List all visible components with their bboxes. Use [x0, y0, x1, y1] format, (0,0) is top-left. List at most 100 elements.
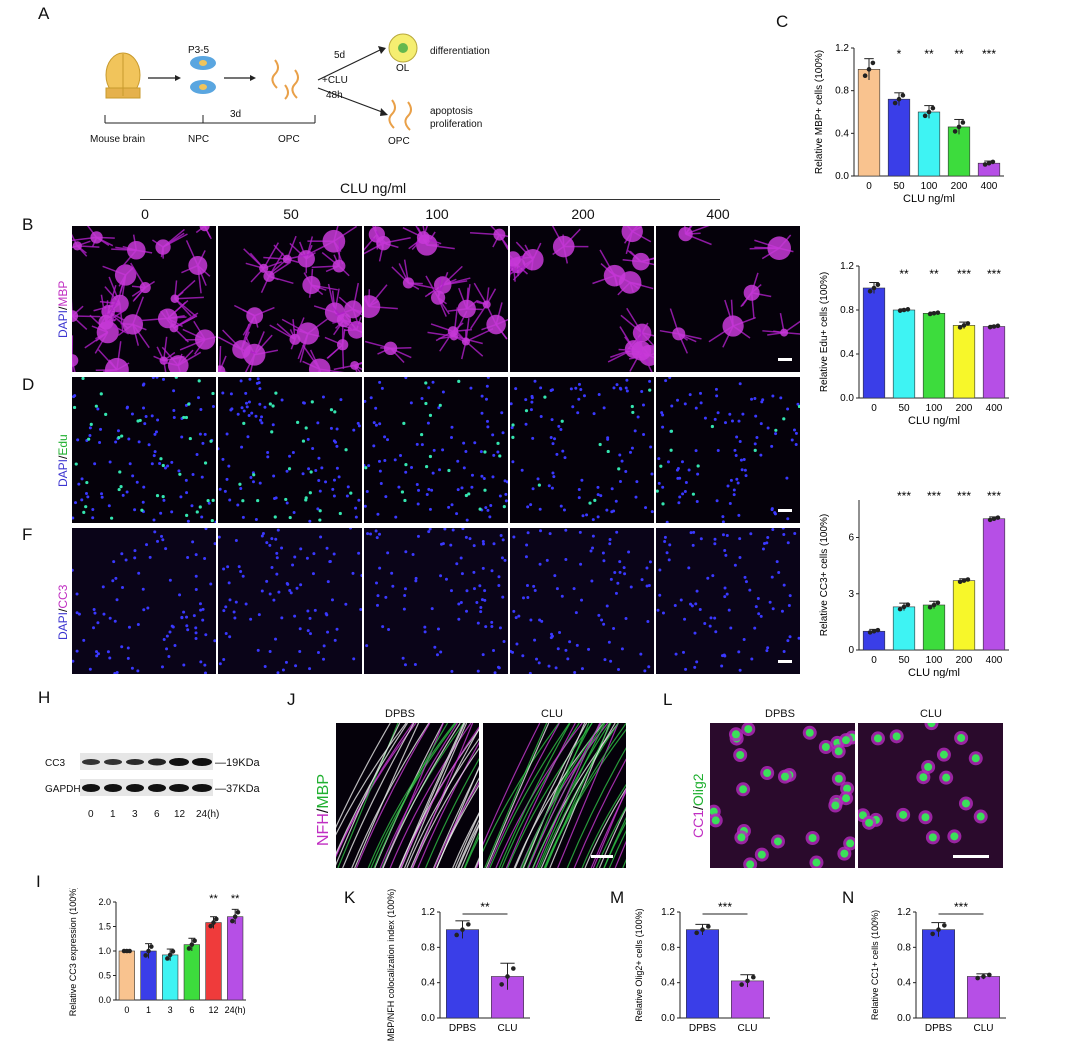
- K-sig-bracket: **: [480, 900, 490, 914]
- G-point-0-1: [871, 628, 877, 634]
- E-ytick-0: 0.0: [840, 393, 854, 404]
- panel-label-k: K: [344, 888, 356, 907]
- C-point-4-1: [986, 160, 992, 166]
- wb-row-gapdh: GAPDH: [45, 784, 81, 795]
- E-sig-1: **: [899, 267, 909, 281]
- wb-lane-3: 3: [132, 809, 138, 820]
- I-point-4-0: [208, 923, 213, 929]
- l-row-label: CC1/Olig2: [690, 773, 706, 838]
- I-ytick-4: 2.0: [98, 897, 111, 907]
- E-bar-3: [952, 325, 976, 399]
- K-xtick-1: CLU: [497, 1023, 517, 1034]
- C-xtick-4: 400: [981, 181, 998, 192]
- panel-label-j: J: [287, 690, 296, 709]
- C-point-0-1: [866, 67, 872, 72]
- E-point-4-1: [991, 324, 997, 329]
- M-point-0-1: [700, 927, 705, 932]
- E-ytick-2: 0.8: [840, 305, 854, 316]
- M-point-0-0: [694, 930, 699, 936]
- K-ylabel: MBP/NFH colocalization index (100%): [386, 889, 396, 1042]
- N-ytick-0: 0.0: [897, 1013, 911, 1024]
- K-xtick-0: DPBS: [449, 1023, 477, 1034]
- condition-400: 400: [706, 206, 730, 222]
- M-point-1-1: [745, 978, 750, 984]
- mbp-micrograph-0: [72, 226, 216, 372]
- I-point-1-2: [149, 944, 154, 949]
- panel-label-a: A: [38, 4, 50, 23]
- E-xtick-0: 0: [871, 403, 877, 414]
- chart-c: 0.0 0.4 0.8 1.2 0 50 * 100 ** 200 ** 400 *** CLU ng/m…: [814, 43, 1004, 205]
- K-point-0-0: [454, 932, 459, 938]
- l-col-dpbs: DPBS: [765, 708, 795, 720]
- G-point-0-0: [867, 630, 873, 635]
- E-point-1-1: [901, 307, 907, 313]
- C-bar-1: [887, 98, 911, 177]
- I-ytick-2: 1.0: [98, 946, 111, 956]
- M-ylabel: Relative Olig2+ cells (100%): [634, 908, 644, 1021]
- chart-k: 0.0 0.4 0.8 1.2 DPBS CLU ** MBP/NFH colocalizat…: [386, 889, 530, 1042]
- E-bar-4: [982, 326, 1006, 399]
- wb-lane-12: 12: [174, 809, 186, 820]
- I-xtick-3: 6: [189, 1005, 194, 1015]
- C-point-4-2: [990, 159, 996, 165]
- C-xtick-3: 200: [951, 181, 968, 192]
- panel-label-c: C: [776, 12, 789, 31]
- E-xtick-1: 50: [898, 403, 910, 414]
- G-sig-3: ***: [957, 489, 971, 503]
- npc-cells-icon: [190, 56, 216, 94]
- C-point-3-1: [956, 124, 962, 130]
- wb-size-19: —19KDa: [215, 757, 260, 769]
- apoptosis-label: apoptosis: [430, 106, 473, 117]
- C-point-1-2: [900, 93, 906, 98]
- panel-label-d: D: [22, 375, 35, 394]
- I-point-3-1: [189, 942, 195, 947]
- condition-50: 50: [283, 206, 299, 222]
- p35-label: P3-5: [188, 45, 210, 56]
- three-day-label: 3d: [230, 109, 242, 120]
- G-bar-1: [892, 606, 916, 651]
- C-point-3-0: [952, 129, 958, 134]
- C-ylabel: Relative MBP+ cells (100%): [814, 50, 825, 174]
- G-xtick-1: 50: [898, 655, 910, 666]
- C-xtick-2: 100: [921, 181, 938, 192]
- I-ytick-1: 0.5: [98, 971, 111, 981]
- I-xtick-5: 24(h): [225, 1005, 246, 1015]
- cc3-micrograph-4: [656, 528, 800, 674]
- edu-micrograph-4: [656, 377, 800, 523]
- K-ytick-3: 1.2: [421, 907, 435, 918]
- proliferation-label: proliferation: [430, 119, 483, 130]
- N-point-0-1: [936, 927, 941, 932]
- mbp-micrograph-2: [364, 226, 508, 372]
- C-bar-0: [857, 69, 881, 177]
- G-sig-1: ***: [897, 489, 911, 503]
- G-xtick-4: 400: [986, 655, 1003, 666]
- j-col-clu: CLU: [541, 708, 564, 720]
- G-ytick-2: 6: [848, 533, 854, 544]
- panel-label-f: F: [22, 525, 33, 544]
- M-xtick-1: CLU: [737, 1023, 757, 1034]
- C-sig-1: *: [897, 47, 902, 61]
- G-point-4-2: [995, 515, 1001, 520]
- mbp-micrograph-1: [218, 226, 362, 372]
- opc-label: OPC: [278, 134, 300, 145]
- C-point-1-1: [896, 96, 902, 102]
- mouse-brain-label: Mouse brain: [90, 134, 146, 145]
- chart-m: 0.0 0.4 0.8 1.2 DPBS CLU *** Relative Olig2+ ce…: [634, 900, 770, 1034]
- cc3-micrograph-1: [218, 528, 362, 674]
- chart-g: 0 3 6 0 50 *** 100 *** 200 *** 400 *** CLU ng/ml Rela…: [819, 489, 1009, 678]
- wb-lane-0: 0: [88, 809, 94, 820]
- I-point-1-1: [146, 948, 151, 954]
- E-sig-4: ***: [987, 267, 1001, 281]
- E-point-3-2: [965, 321, 971, 326]
- panel-label-i: I: [36, 872, 41, 891]
- G-point-2-0: [927, 604, 933, 610]
- G-point-2-1: [931, 602, 937, 608]
- I-bar-5: [227, 916, 244, 1001]
- I-point-4-2: [214, 916, 219, 922]
- K-bar-0: [446, 929, 480, 1019]
- C-point-2-2: [930, 105, 936, 111]
- E-ytick-1: 0.4: [840, 349, 854, 360]
- N-point-1-2: [987, 972, 992, 978]
- M-xtick-0: DPBS: [689, 1023, 717, 1034]
- E-point-1-2: [905, 307, 911, 312]
